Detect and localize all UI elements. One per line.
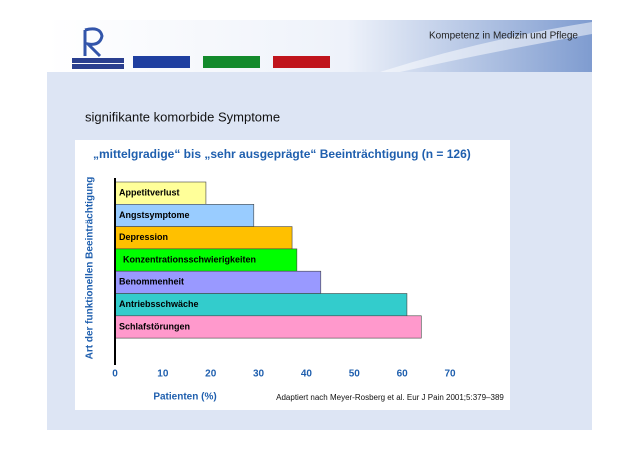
bar-label: Antriebsschwäche — [119, 299, 199, 309]
logo-bar — [72, 58, 124, 63]
source-note: Adaptiert nach Meyer-Rosberg et al. Eur … — [276, 393, 504, 402]
x-tick-label: 50 — [349, 369, 361, 380]
chart-title: „mittelgradige“ bis „sehr ausgeprägte“ B… — [93, 147, 471, 161]
x-tick-label: 70 — [444, 369, 456, 380]
nav-box — [203, 56, 260, 68]
bar-label: Konzentrationsschwierigkeiten — [123, 254, 256, 264]
y-axis-label: Art der funktionellen Beeinträchtigung — [85, 177, 96, 360]
nav-box — [273, 56, 330, 68]
logo — [83, 27, 104, 58]
x-tick-label: 0 — [112, 369, 118, 380]
x-tick-label: 20 — [205, 369, 217, 380]
header-swoosh — [380, 22, 592, 72]
x-tick-label: 60 — [397, 369, 409, 380]
x-tick-label: 30 — [253, 369, 265, 380]
header-tagline: Kompetenz in Medizin und Pflege — [429, 31, 578, 42]
nav-box — [133, 56, 190, 68]
bar-label: Angstsymptome — [119, 210, 190, 220]
bar-label: Schlafstörungen — [119, 321, 190, 331]
bar-label: Depression — [119, 232, 168, 242]
x-axis-label: Patienten (%) — [153, 392, 216, 403]
x-tick-label: 10 — [157, 369, 169, 380]
bar-label: Appetitverlust — [119, 188, 180, 198]
x-tick-label: 40 — [301, 369, 313, 380]
slide-title: signifikante komorbide Symptome — [85, 109, 280, 124]
bar-label: Benommenheit — [119, 277, 184, 287]
logo-bar — [72, 64, 124, 69]
